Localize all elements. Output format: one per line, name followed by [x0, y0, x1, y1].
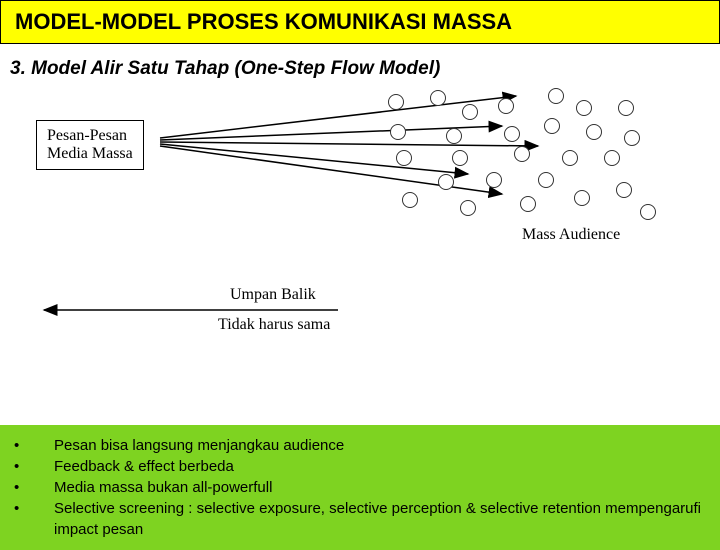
audience-circle	[390, 124, 406, 140]
header-bar: MODEL-MODEL PROSES KOMUNIKASI MASSA	[0, 0, 720, 44]
audience-circle	[460, 200, 476, 216]
audience-circle	[604, 150, 620, 166]
audience-circle	[396, 150, 412, 166]
bullet-item: •Selective screening : selective exposur…	[14, 498, 706, 540]
bullet-item: •Pesan bisa langsung menjangkau audience	[14, 435, 706, 456]
audience-circle	[624, 130, 640, 146]
bullet-item: •Feedback & effect berbeda	[14, 456, 706, 477]
audience-circle	[576, 100, 592, 116]
bullet-symbol: •	[14, 477, 54, 498]
bullet-item: •Media massa bukan all-powerfull	[14, 477, 706, 498]
audience-circle	[504, 126, 520, 142]
audience-circle	[514, 146, 530, 162]
bullet-text: Selective screening : selective exposure…	[54, 498, 706, 540]
page-title: MODEL-MODEL PROSES KOMUNIKASI MASSA	[15, 9, 705, 35]
audience-circle	[402, 192, 418, 208]
audience-circle	[544, 118, 560, 134]
bullet-text: Pesan bisa langsung menjangkau audience	[54, 435, 706, 456]
audience-circle	[574, 190, 590, 206]
audience-circle	[388, 94, 404, 110]
bullet-symbol: •	[14, 435, 54, 456]
feedback-label-1: Umpan Balik	[230, 286, 316, 304]
source-line1: Pesan-Pesan	[47, 127, 133, 145]
subtitle: 3. Model Alir Satu Tahap (One-Step Flow …	[0, 44, 720, 88]
audience-circle	[562, 150, 578, 166]
audience-circle	[446, 128, 462, 144]
audience-circle	[640, 204, 656, 220]
audience-circle	[498, 98, 514, 114]
audience-circle	[520, 196, 536, 212]
audience-circle	[438, 174, 454, 190]
bullet-text: Media massa bukan all-powerfull	[54, 477, 706, 498]
audience-circle	[616, 182, 632, 198]
bullet-text: Feedback & effect berbeda	[54, 456, 706, 477]
audience-circle	[462, 104, 478, 120]
audience-circle	[430, 90, 446, 106]
bullet-symbol: •	[14, 456, 54, 477]
audience-circle	[618, 100, 634, 116]
diagram: Pesan-Pesan Media Massa Mass Audience Um…	[0, 88, 720, 368]
source-box: Pesan-Pesan Media Massa	[36, 120, 144, 170]
audience-circle	[538, 172, 554, 188]
feedback-label-2: Tidak harus sama	[218, 316, 330, 334]
audience-circle	[586, 124, 602, 140]
audience-label: Mass Audience	[522, 226, 620, 244]
bullet-symbol: •	[14, 498, 54, 540]
audience-circle	[486, 172, 502, 188]
footer-bar: •Pesan bisa langsung menjangkau audience…	[0, 425, 720, 550]
audience-circle	[548, 88, 564, 104]
audience-circle	[452, 150, 468, 166]
source-line2: Media Massa	[47, 145, 133, 163]
